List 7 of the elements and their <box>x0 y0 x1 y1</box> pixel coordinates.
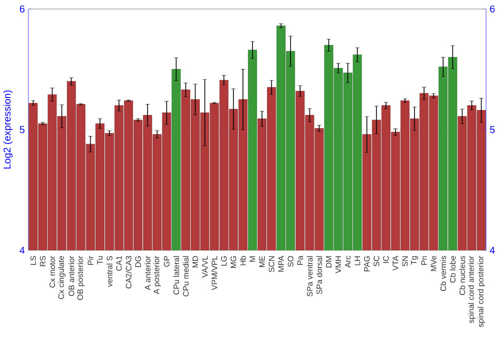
y2-tick-label: 4 <box>490 246 495 254</box>
y-tick-label: 6 <box>20 5 24 12</box>
y-axis-title: Log2 (expression) <box>3 90 13 169</box>
y2-tick-label: 5 <box>490 126 495 134</box>
y2-tick-label: 6 <box>490 5 495 12</box>
y-tick-label: 5 <box>20 126 24 134</box>
y-tick-label: 4 <box>20 246 25 254</box>
